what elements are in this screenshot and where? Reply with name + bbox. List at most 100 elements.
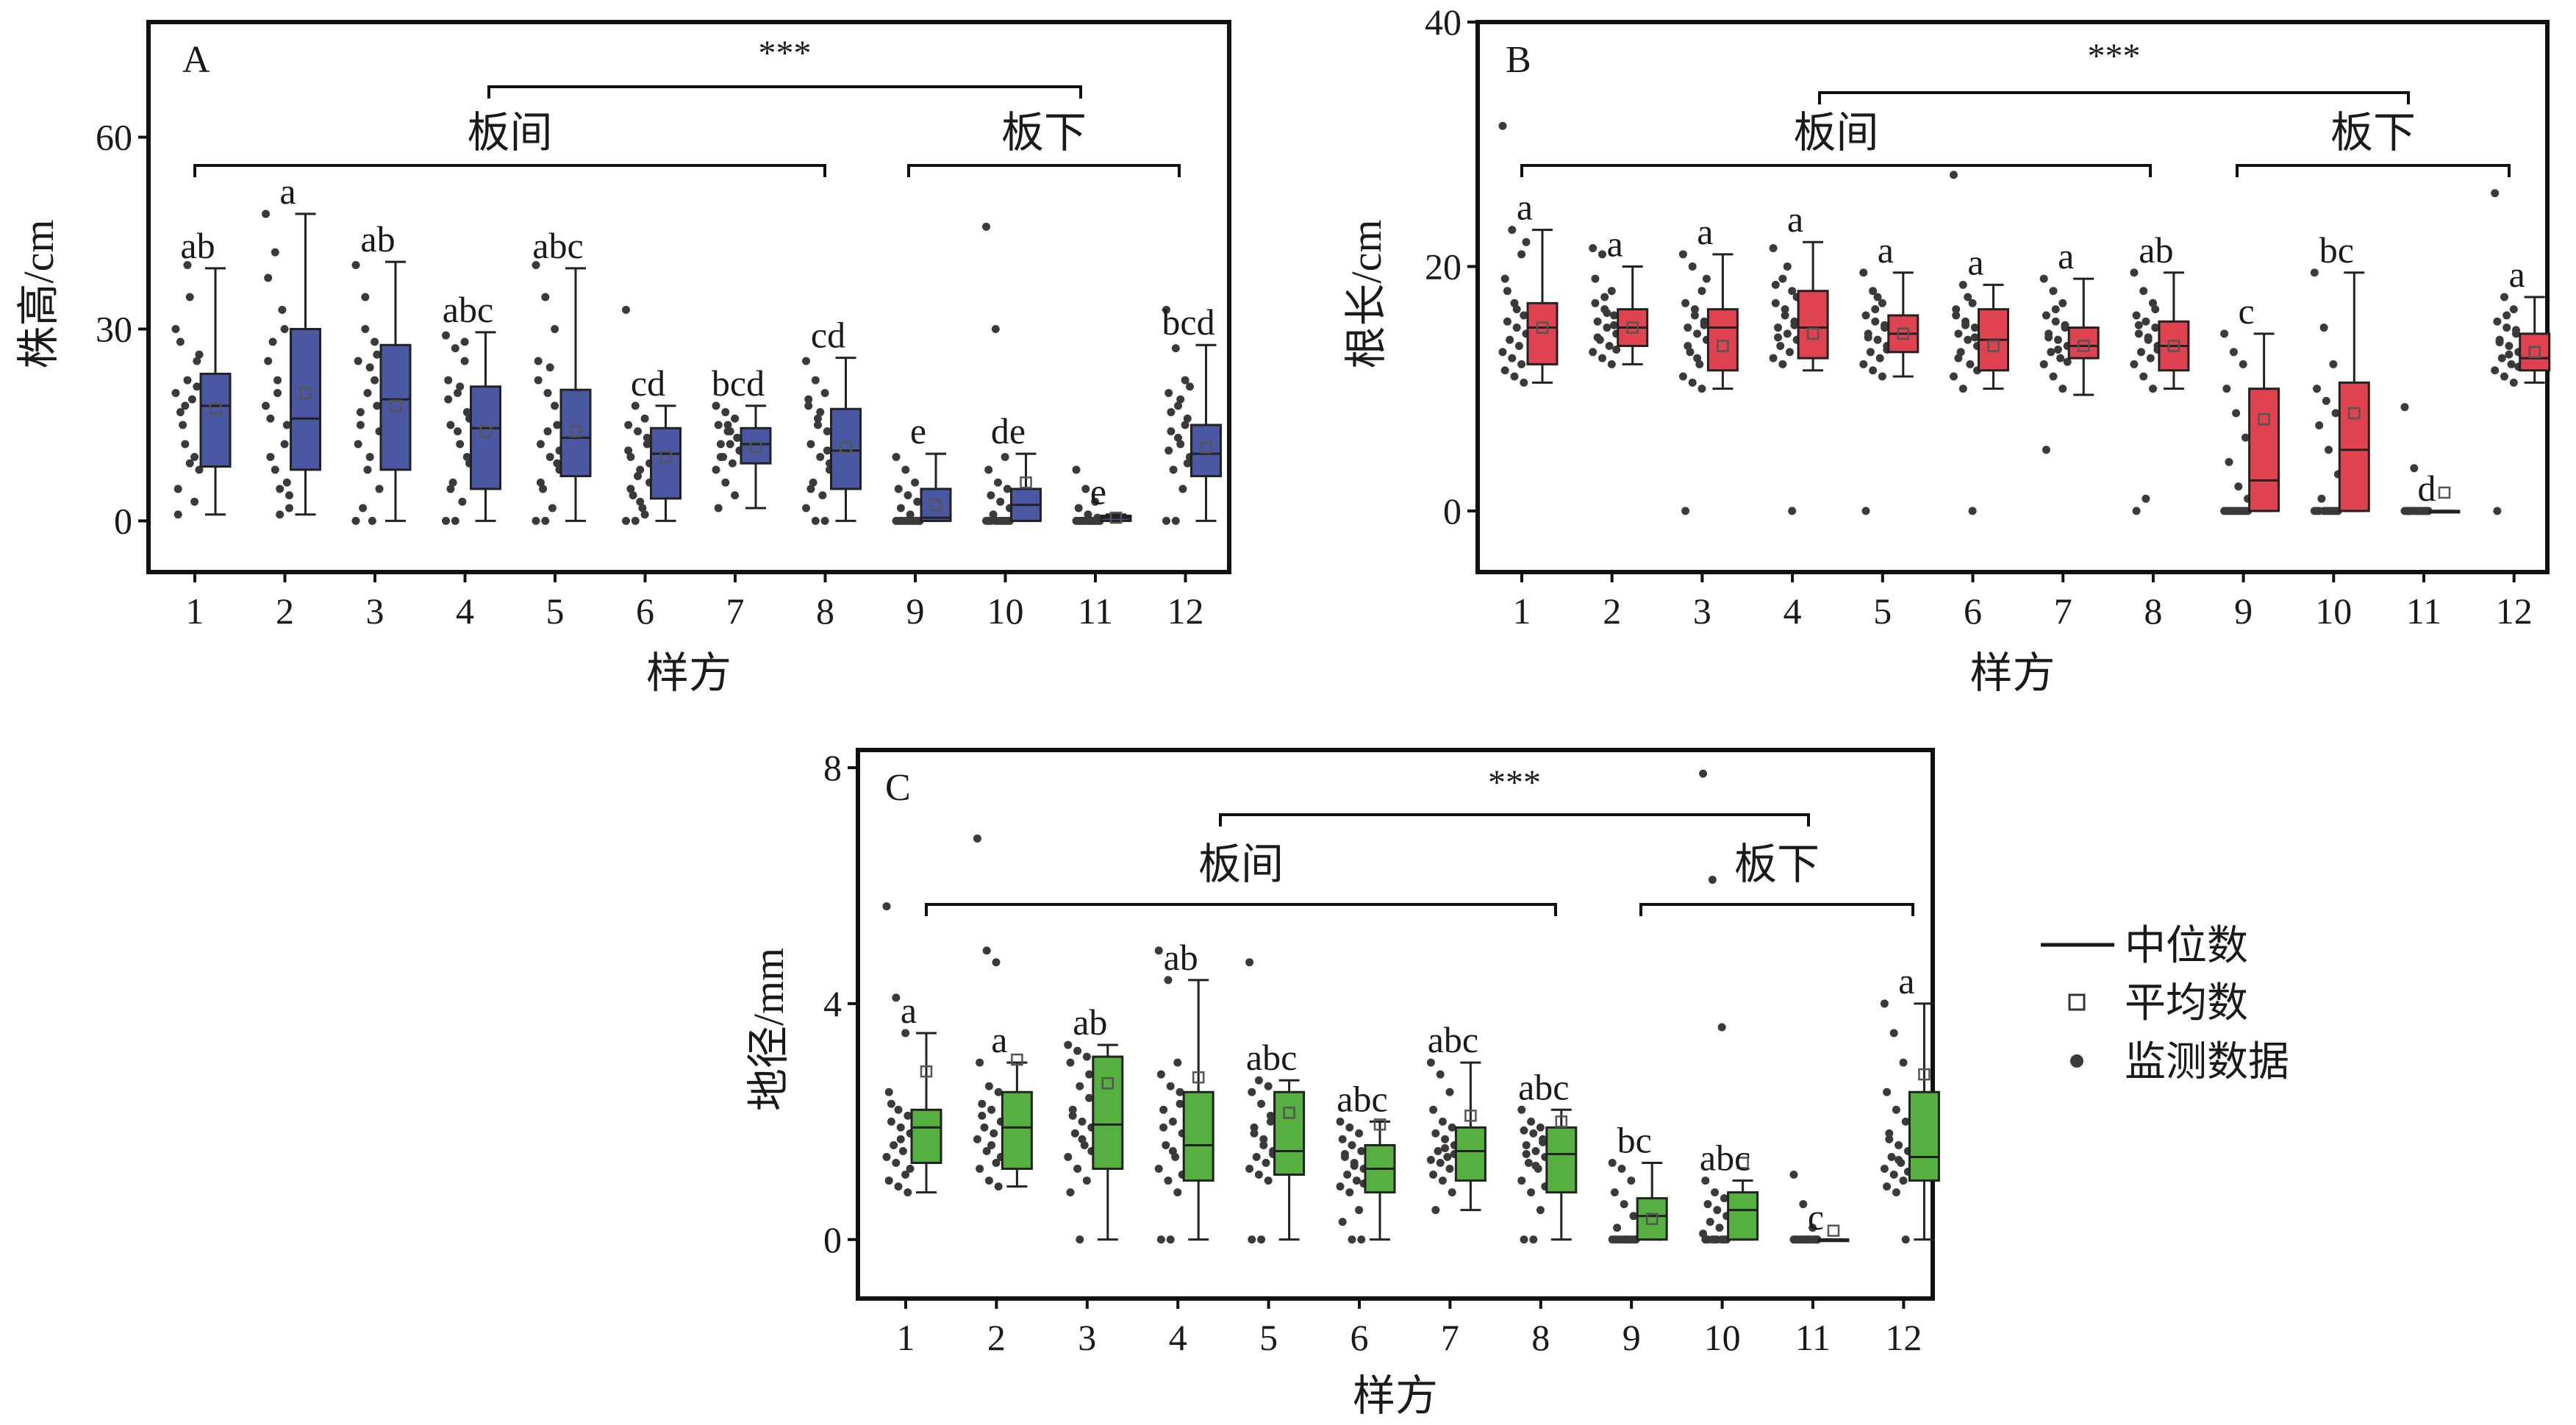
significance-letter: ab (360, 218, 395, 260)
data-point (631, 516, 640, 525)
data-point (356, 421, 365, 429)
box-body (290, 327, 321, 471)
mean-marker (1897, 327, 1910, 340)
data-point (898, 1146, 907, 1155)
data-point (2142, 317, 2150, 326)
data-point (1958, 385, 1967, 393)
data-point (1697, 385, 1706, 393)
data-point (882, 902, 891, 911)
data-point (460, 357, 469, 365)
data-point (1954, 329, 1963, 338)
data-point (816, 408, 825, 417)
data-point (176, 408, 185, 417)
data-point (1899, 1176, 1908, 1185)
legend-mean-label: 平均数 (2125, 981, 2248, 1026)
x-tick-label: 7 (1441, 1317, 1459, 1358)
data-point (2132, 311, 2141, 320)
data-point (268, 338, 277, 346)
data-point (984, 1176, 993, 1185)
data-point (1788, 507, 1797, 515)
data-point (273, 376, 282, 385)
x-tick-label: 5 (1873, 590, 1892, 632)
data-point (1068, 1111, 1077, 1120)
significance-bracket (1818, 91, 2410, 104)
data-point (996, 516, 1005, 525)
data-point (622, 305, 630, 314)
data-point (171, 324, 180, 333)
data-point (1520, 378, 1528, 387)
data-point (1952, 311, 1961, 320)
data-point (2039, 274, 2048, 283)
box-4: ab (1164, 937, 1214, 1241)
significance-letter: bc (2319, 229, 2354, 271)
data-point (622, 516, 630, 525)
data-point (183, 261, 192, 270)
box-body (2338, 381, 2370, 512)
x-axis-label: 样方 (1969, 649, 2055, 697)
box-2: a (279, 171, 321, 516)
data-point (351, 261, 360, 270)
data-point (1173, 1188, 1182, 1197)
data-point (1082, 1176, 1091, 1185)
data-point (1536, 1206, 1545, 1215)
data-point (1889, 1029, 1898, 1038)
data-point (1176, 1088, 1184, 1096)
data-point (1778, 274, 1787, 283)
data-point (442, 516, 450, 525)
data-point (1162, 1140, 1170, 1149)
data-point (1531, 1146, 1540, 1155)
data-point (1512, 305, 1521, 314)
box-body (1454, 1126, 1486, 1182)
legend-data-marker (2070, 1054, 2083, 1068)
data-point (1684, 324, 1692, 332)
group-bracket-under (1639, 903, 1914, 916)
data-point (1164, 446, 1173, 455)
data-point (1431, 1129, 1440, 1138)
data-point (996, 497, 1005, 506)
data-point (2149, 385, 2157, 393)
data-point (1086, 516, 1095, 525)
data-point (1176, 440, 1185, 449)
x-tick-label: 12 (2496, 590, 2533, 632)
data-point (454, 388, 462, 397)
significance-letter: ab (1073, 1001, 1107, 1043)
data-point (1167, 427, 1176, 436)
data-point (1438, 1176, 1447, 1185)
significance-letter: abc (1428, 1019, 1478, 1060)
data-point (1861, 311, 1870, 320)
x-tick-label: 7 (2054, 590, 2072, 632)
mean-marker (2438, 486, 2451, 499)
box-6: cd (631, 362, 681, 522)
data-point (714, 504, 723, 512)
significance-letter: bcd (712, 362, 765, 404)
data-point (1964, 293, 1972, 301)
data-point (1252, 1152, 1261, 1161)
data-point (1878, 299, 1886, 307)
data-point (545, 363, 554, 372)
significance-label: *** (1488, 763, 1541, 802)
significance-letter: a (991, 1019, 1007, 1060)
mean-marker (1555, 1115, 1568, 1128)
data-point (1605, 341, 1614, 350)
data-point (1076, 1235, 1084, 1244)
data-point (1889, 1171, 1898, 1179)
data-point (173, 510, 182, 519)
data-point (1697, 287, 1706, 296)
data-point (1529, 1129, 1538, 1138)
data-point (1262, 1159, 1270, 1168)
box-body (650, 426, 681, 500)
box-3: ab (1073, 1001, 1124, 1241)
data-point (1503, 317, 1511, 326)
y-tick-label: 30 (96, 308, 132, 349)
data-point (1355, 1129, 1364, 1138)
significance-letter: a (2509, 254, 2525, 295)
data-point (1693, 329, 1702, 338)
data-point (638, 504, 647, 512)
data-point (1859, 268, 1868, 277)
data-point (811, 376, 820, 385)
box-8: cd (811, 315, 862, 522)
box-body (1797, 290, 1829, 360)
data-point (536, 440, 545, 449)
data-point (1082, 1052, 1091, 1061)
